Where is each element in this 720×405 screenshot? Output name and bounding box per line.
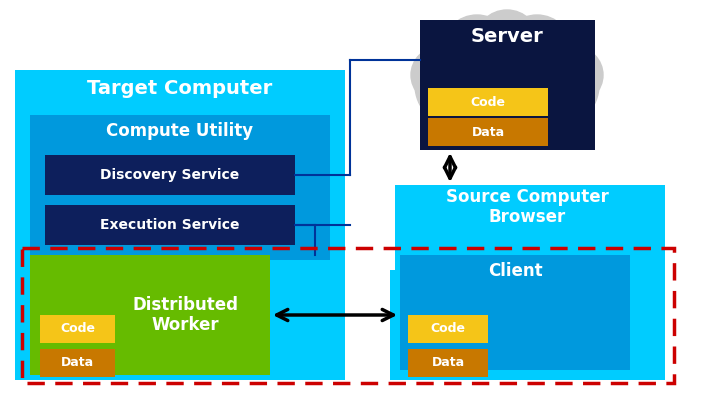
- Circle shape: [415, 43, 499, 127]
- Bar: [390, 185, 665, 380]
- Text: Code: Code: [60, 322, 95, 335]
- Circle shape: [497, 72, 557, 132]
- Bar: [428, 118, 548, 146]
- Circle shape: [442, 15, 512, 85]
- Bar: [408, 349, 488, 377]
- Bar: [30, 255, 270, 375]
- Bar: [400, 255, 630, 370]
- Circle shape: [515, 43, 599, 127]
- Bar: [15, 70, 345, 380]
- Text: Source Computer
Browser: Source Computer Browser: [446, 188, 609, 226]
- Bar: [40, 349, 115, 377]
- Bar: [408, 315, 488, 343]
- Text: Data: Data: [431, 356, 464, 369]
- Circle shape: [502, 15, 572, 85]
- Bar: [45, 205, 295, 245]
- Text: Code: Code: [431, 322, 466, 335]
- Circle shape: [452, 25, 562, 135]
- Text: Execution Service: Execution Service: [100, 218, 240, 232]
- Text: Data: Data: [472, 126, 505, 139]
- Circle shape: [475, 10, 539, 74]
- Text: Data: Data: [61, 356, 94, 369]
- Circle shape: [547, 47, 603, 103]
- Text: Target Computer: Target Computer: [87, 79, 273, 98]
- Circle shape: [457, 72, 517, 132]
- Circle shape: [411, 47, 467, 103]
- Text: Distributed
Worker: Distributed Worker: [132, 296, 238, 335]
- Bar: [428, 88, 548, 116]
- Bar: [22, 248, 674, 383]
- Circle shape: [541, 72, 593, 124]
- Bar: [40, 315, 115, 343]
- Text: Compute Utility: Compute Utility: [107, 122, 253, 140]
- Bar: [420, 20, 595, 150]
- Text: Discovery Service: Discovery Service: [100, 168, 240, 182]
- Bar: [45, 155, 295, 195]
- Circle shape: [421, 72, 473, 124]
- Bar: [30, 115, 330, 260]
- Text: Code: Code: [470, 96, 505, 109]
- Text: Client: Client: [487, 262, 542, 280]
- Text: Server: Server: [471, 26, 544, 45]
- Bar: [345, 60, 395, 270]
